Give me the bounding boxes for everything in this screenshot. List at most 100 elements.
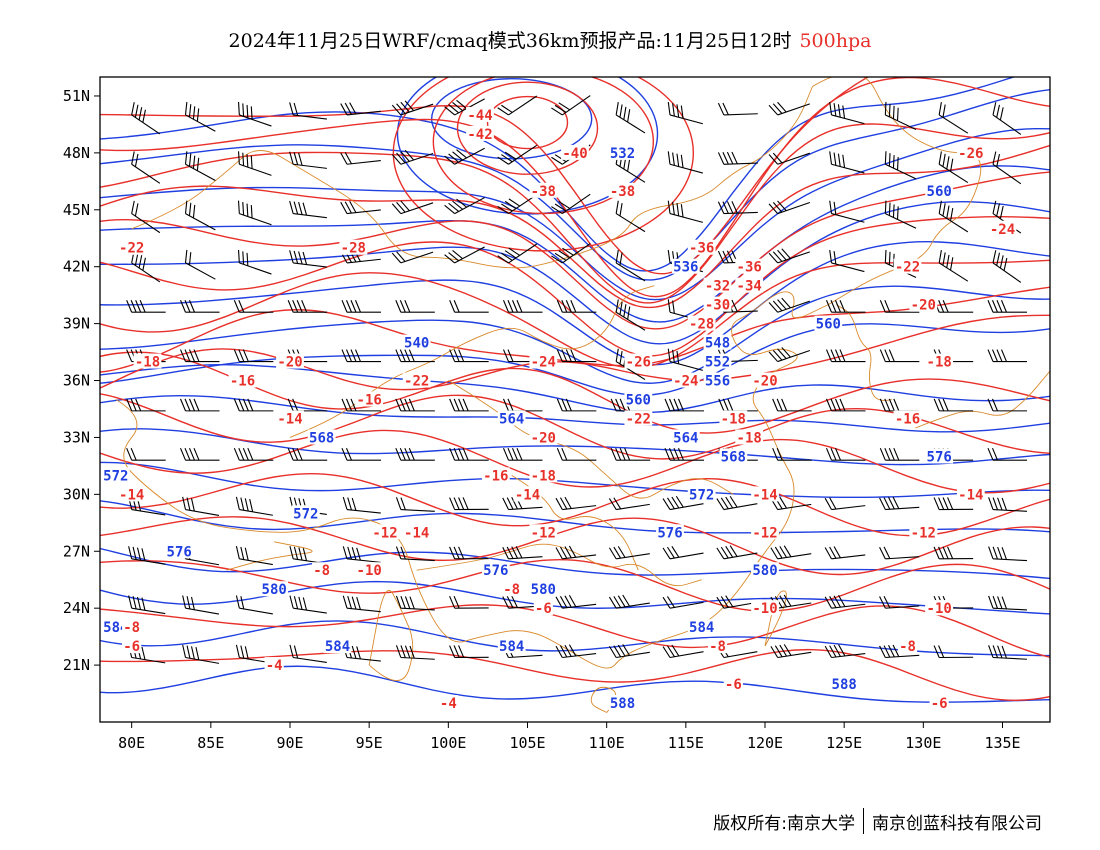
wind-barb-feather xyxy=(298,547,303,561)
wind-barb-feather xyxy=(623,304,627,318)
wind-barb-feather xyxy=(783,594,792,607)
wind-barb-feather xyxy=(879,596,886,609)
wind-barb-feather xyxy=(725,546,734,558)
wind-barb-feather xyxy=(1003,257,1008,271)
wind-barb-feather xyxy=(293,152,299,165)
wind-barb-feather xyxy=(444,204,456,215)
wind-barb-feather xyxy=(779,644,788,657)
wind-barb-feather xyxy=(188,104,192,118)
wind-barb-feather xyxy=(497,107,509,116)
wind-barb-feather xyxy=(448,104,459,114)
wind-barb-feather xyxy=(456,149,467,159)
wind-barb-feather xyxy=(942,203,946,217)
wind-barb-feather xyxy=(449,595,456,609)
temperature-contour-label: -4 xyxy=(440,696,457,712)
temperature-contour-label-bg xyxy=(529,524,558,540)
wind-barb-feather xyxy=(772,398,779,412)
wind-barb-staff xyxy=(669,651,704,659)
temperature-contour-label-bg xyxy=(751,600,779,616)
wind-barb-feather xyxy=(829,497,837,510)
border-line xyxy=(915,370,1050,429)
wind-barb-feather xyxy=(302,251,308,265)
wind-barb-feather xyxy=(829,200,833,214)
wind-barb-feather xyxy=(991,300,999,313)
wind-barb-feather xyxy=(879,497,886,510)
wind-barb-feather xyxy=(240,546,245,560)
wind-barb-feather xyxy=(287,398,294,412)
wind-barb-feather xyxy=(126,349,133,362)
wind-barb-staff xyxy=(885,605,920,609)
wind-barb-feather xyxy=(838,595,846,607)
height-contour-label: 580 xyxy=(531,582,556,598)
wind-barb-feather xyxy=(196,108,200,122)
wind-barb-feather xyxy=(246,252,249,266)
temperature-contour-label-bg xyxy=(723,676,743,692)
height-contour-label-bg xyxy=(671,429,700,445)
wind-barb-feather xyxy=(350,398,357,412)
wind-barb-feather xyxy=(502,497,509,510)
height-contour-label-bg xyxy=(497,638,526,654)
wind-barb-feather xyxy=(883,645,891,658)
wind-barb-feather xyxy=(938,151,942,165)
wind-barb-feather xyxy=(240,645,245,659)
wind-barb-feather xyxy=(992,250,997,264)
wind-barb-feather xyxy=(879,349,886,362)
wind-barb-feather xyxy=(184,151,188,165)
temperature-contour-label: -4 xyxy=(266,658,283,674)
temperature-contour-label-bg xyxy=(402,524,431,540)
wind-barb-feather xyxy=(136,596,142,610)
wind-barb-feather xyxy=(233,447,240,461)
wind-barb-feather xyxy=(992,102,997,116)
border-line xyxy=(368,589,414,681)
temperature-contour-label-bg xyxy=(264,657,284,673)
wind-barb-feather xyxy=(349,200,357,213)
wind-barb-feather xyxy=(722,398,729,412)
wind-barb-feather xyxy=(396,152,406,164)
pressure-level-label: 500hpa xyxy=(799,30,872,52)
wind-barb-feather xyxy=(664,447,671,461)
wind-barb-staff xyxy=(346,110,381,116)
wind-barb-feather xyxy=(726,201,734,214)
wind-barb-feather xyxy=(884,349,891,362)
wind-barb-feather xyxy=(293,250,299,264)
wind-barb-feather xyxy=(996,203,1001,217)
wind-barb-feather xyxy=(188,349,196,362)
temperature-contour-label-bg xyxy=(481,467,510,483)
wind-barb-feather xyxy=(613,645,622,658)
lon-tick-label: 115E xyxy=(668,734,704,752)
wind-barb-feather xyxy=(242,447,249,461)
wind-barb-feather xyxy=(188,202,192,216)
wind-barb-feather xyxy=(772,350,783,361)
wind-barb-staff xyxy=(723,552,758,560)
wind-barb-feather xyxy=(132,546,137,560)
wind-barb-feather xyxy=(351,547,357,560)
wind-barb-feather xyxy=(196,157,200,171)
temperature-contour-label-bg xyxy=(117,486,146,502)
wind-barb-feather xyxy=(779,496,788,509)
wind-barb-feather xyxy=(987,300,994,313)
wind-barb-staff xyxy=(831,163,865,174)
wind-barb-feather xyxy=(404,596,411,609)
height-contour-label-bg xyxy=(830,676,859,692)
wind-barb-feather xyxy=(246,203,249,217)
wind-barb-feather xyxy=(884,200,887,214)
temperature-contour-label: -10 xyxy=(357,563,382,579)
wind-barb-feather xyxy=(617,546,626,558)
wind-barb-feather xyxy=(666,645,675,658)
temperature-contour-label-bg xyxy=(735,429,764,445)
temperature-contour-label-bg xyxy=(117,239,146,255)
wind-barb-feather xyxy=(893,447,900,461)
wind-barb-feather xyxy=(515,546,523,559)
wind-barb-feather xyxy=(179,398,187,412)
cold-center-ring xyxy=(432,77,655,215)
wind-barb-feather xyxy=(452,151,463,161)
wind-barb-feather xyxy=(302,597,308,611)
wind-barb-staff xyxy=(131,607,166,615)
temperature-contour-label-bg xyxy=(893,410,922,426)
wind-barb-feather xyxy=(879,398,886,412)
wind-barb-feather xyxy=(404,149,415,161)
wind-barb-feather xyxy=(619,398,626,412)
wind-barb-feather xyxy=(988,497,994,510)
wind-barb-feather xyxy=(444,155,456,165)
wind-barb-feather xyxy=(666,596,675,608)
